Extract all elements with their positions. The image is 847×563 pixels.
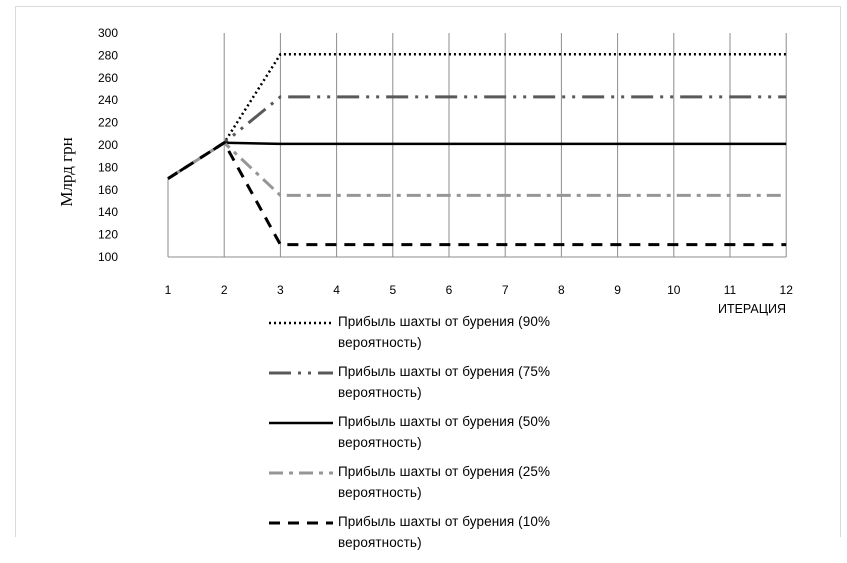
y-tick-label: 300: [98, 26, 118, 40]
series-line-4: [167, 141, 787, 197]
legend-label: Прибыль шахты от бурения (75% вероятност…: [338, 364, 551, 400]
x-tick-label: 9: [614, 283, 621, 297]
x-tick-label: 10: [667, 283, 681, 297]
legend-item: Прибыль шахты от бурения (10% вероятност…: [263, 513, 628, 563]
y-tick-labels: 100 120 140 160 180 200 220 240 260 280 300: [98, 26, 118, 264]
x-axis-label: ИТЕРАЦИЯ: [718, 302, 786, 316]
legend-label: Прибыль шахты от бурения (25% вероятност…: [338, 464, 551, 500]
chart-frame: [15, 6, 841, 537]
y-tick-label: 220: [98, 116, 118, 130]
x-tick-label: 11: [724, 283, 737, 297]
y-tick-label: 240: [98, 93, 118, 107]
series-line-1: [167, 53, 787, 180]
x-tick-labels: 1 2 3 4 5 6 7 8 9 10 11 12: [165, 283, 794, 297]
legend-swatch: [269, 521, 333, 525]
series-line-2: [167, 95, 787, 180]
y-tick-label: 260: [98, 71, 118, 85]
x-tick-label: 5: [389, 283, 396, 297]
series-lines: [167, 53, 787, 247]
x-tick-label: 1: [165, 283, 172, 297]
legend-label: Прибыль шахты от бурения (90% вероятност…: [338, 314, 551, 350]
y-tick-label: 280: [98, 48, 118, 62]
legend-item: Прибыль шахты от бурения (50% вероятност…: [263, 413, 628, 463]
x-tick-label: 4: [333, 283, 340, 297]
series-line-3: [167, 141, 787, 180]
x-tick-label: 3: [277, 283, 284, 297]
y-tick-label: 200: [98, 138, 118, 152]
y-tick-label: 120: [98, 228, 118, 242]
legend-swatch: [269, 471, 333, 475]
y-tick-label: 100: [98, 250, 118, 264]
y-axis-label: Млрд грн: [57, 137, 76, 206]
x-tick-label: 6: [446, 283, 453, 297]
legend-swatch: [269, 371, 333, 375]
y-tick-label: 140: [98, 205, 118, 219]
legend-label: Прибыль шахты от бурения (10% вероятност…: [338, 514, 551, 550]
legend-label: Прибыль шахты от бурения (50% вероятност…: [338, 414, 551, 450]
legend-swatch: [269, 421, 333, 425]
y-tick-label: 160: [98, 183, 118, 197]
series-line-5: [167, 141, 787, 247]
y-tick-label: 180: [98, 160, 118, 174]
legend-item: Прибыль шахты от бурения (90% вероятност…: [263, 313, 628, 363]
legend-swatch: [269, 321, 333, 325]
x-tick-label: 7: [502, 283, 509, 297]
legend-item: Прибыль шахты от бурения (25% вероятност…: [263, 463, 628, 513]
x-tick-label: 12: [780, 283, 794, 297]
x-tick-label: 2: [221, 283, 228, 297]
legend: Прибыль шахты от бурения (90% вероятност…: [263, 313, 628, 563]
x-tick-label: 8: [558, 283, 565, 297]
legend-item: Прибыль шахты от бурения (75% вероятност…: [263, 363, 628, 413]
